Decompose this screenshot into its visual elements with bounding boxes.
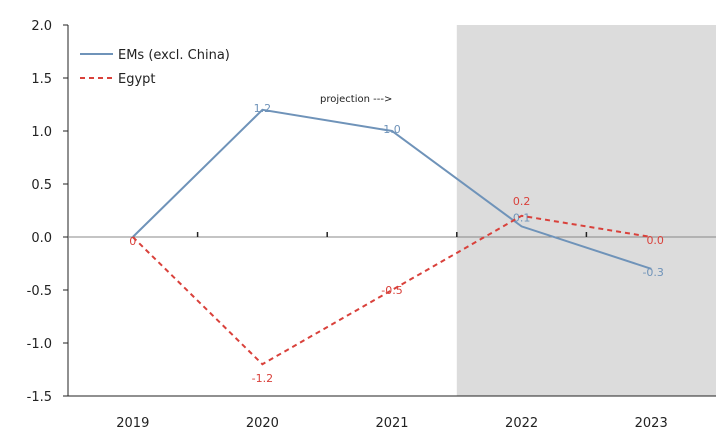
y-tick-label: 1.0 [31,125,52,140]
data-label: 0.0 [646,234,664,247]
projection-annotation: projection ---> [320,94,392,105]
data-label: 1.2 [254,102,272,115]
x-tick-label: 2021 [375,416,408,431]
data-label: 0 [129,235,136,248]
legend-label: EMs (excl. China) [118,48,230,63]
y-tick-label: -1.0 [27,337,52,352]
data-label: 1.0 [383,123,401,136]
x-tick-label: 2020 [246,416,279,431]
y-tick-label: 0.5 [31,178,52,193]
x-tick-label: 2019 [116,416,149,431]
data-label: -0.5 [381,284,402,297]
data-label: 0.2 [513,195,531,208]
y-tick-label: 1.5 [31,72,52,87]
data-label: 0.1 [513,211,531,224]
legend-label: Egypt [118,72,156,87]
data-label: -0.3 [642,266,663,279]
series-line-0 [132,108,652,270]
projection-shading [456,25,716,396]
y-tick-label: 2.0 [31,19,52,34]
y-tick-label: -0.5 [27,284,52,299]
series-line-1 [132,214,652,366]
y-tick-label: 0.0 [31,231,52,246]
x-tick-label: 2022 [505,416,538,431]
x-tick-label: 2023 [635,416,668,431]
y-tick-label: -1.5 [27,390,52,405]
data-label: -1.2 [252,372,273,385]
